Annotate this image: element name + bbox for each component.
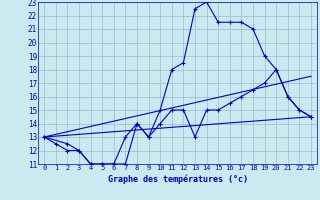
X-axis label: Graphe des températures (°c): Graphe des températures (°c) [108, 174, 248, 184]
